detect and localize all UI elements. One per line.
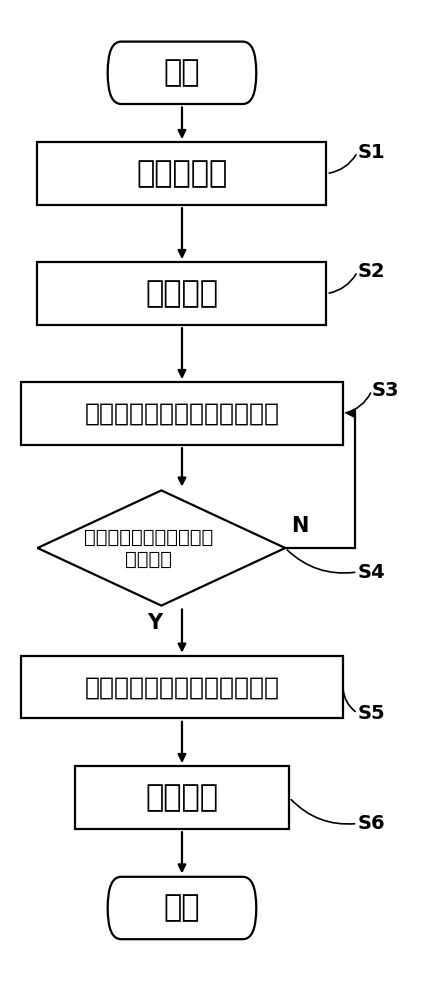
Text: 结束: 结束 [164, 894, 200, 922]
FancyBboxPatch shape [108, 42, 256, 104]
Bar [21, 382, 343, 445]
Text: 校准完毕: 校准完毕 [145, 783, 218, 812]
Text: S4: S4 [357, 562, 385, 582]
Text: S2: S2 [357, 262, 385, 281]
Text: S5: S5 [357, 704, 385, 723]
Bar [75, 766, 289, 829]
Text: N: N [292, 516, 309, 536]
Text: 系统自检测: 系统自检测 [136, 159, 227, 188]
Text: 放入托盘: 放入托盘 [145, 279, 218, 308]
Polygon shape [37, 490, 285, 606]
Bar [21, 656, 343, 718]
FancyBboxPatch shape [108, 877, 256, 939]
Bar [37, 262, 326, 325]
Text: S3: S3 [372, 381, 399, 400]
Bar [37, 142, 326, 205]
Text: 前位置传感器是否检测到
感应触片: 前位置传感器是否检测到 感应触片 [84, 528, 214, 568]
Text: 电动推杆一、电动推杆二停止: 电动推杆一、电动推杆二停止 [84, 675, 280, 699]
Text: S1: S1 [357, 143, 385, 162]
Text: S6: S6 [357, 814, 385, 833]
Text: Y: Y [147, 613, 163, 633]
Text: 开始: 开始 [164, 58, 200, 87]
Text: 电动推杆一、电动推杆二伸出: 电动推杆一、电动推杆二伸出 [84, 402, 280, 426]
